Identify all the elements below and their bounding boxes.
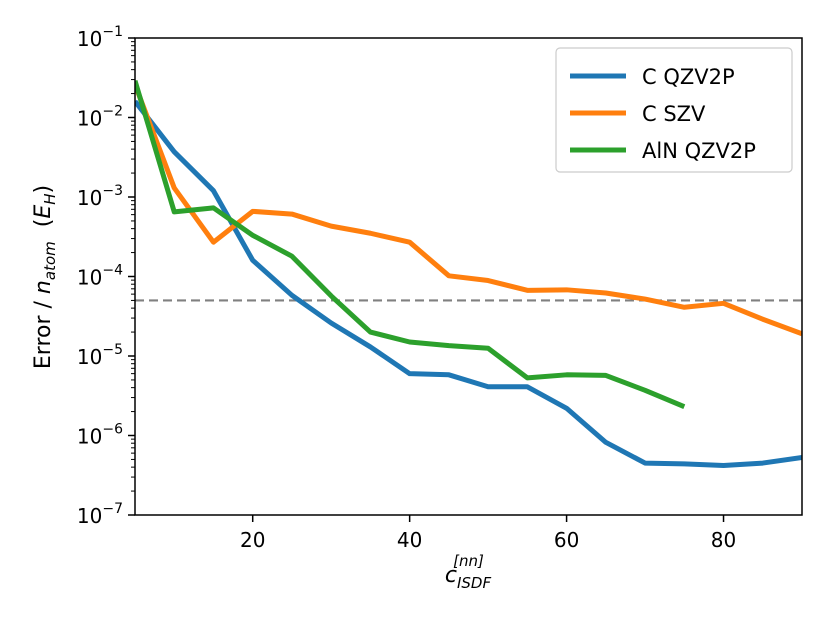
x-tick-label: 60 <box>554 528 579 552</box>
y-tick-label: 10−7 <box>77 501 123 528</box>
x-tick-label: 20 <box>240 528 265 552</box>
series-line-0 <box>135 99 802 468</box>
y-tick-label: 10−3 <box>77 183 123 210</box>
legend-box <box>555 47 793 173</box>
series-line-2 <box>135 80 686 410</box>
y-tick-label: 10−6 <box>77 422 123 449</box>
legend-label-2: AlN QZV2P <box>642 139 756 163</box>
x-tick-label: 40 <box>397 528 422 552</box>
x-axis: 20 40 60 80 <box>240 515 736 552</box>
y-axis: 10−7 10−6 10−5 10−4 10−3 10−2 10−1 <box>77 24 135 528</box>
y-tick-label: 10−2 <box>77 104 123 131</box>
legend-label-1: C SZV <box>642 102 706 126</box>
y-axis-label: Error / natom (EH) <box>31 185 59 369</box>
y-tick-label: 10−1 <box>77 24 123 51</box>
series-layer <box>135 80 802 468</box>
y-tick-label: 10−4 <box>77 263 123 290</box>
x-tick-label: 80 <box>711 528 736 552</box>
legend-label-0: C QZV2P <box>642 65 735 89</box>
legend: C QZV2P C SZV AlN QZV2P <box>555 47 793 173</box>
y-tick-label: 10−5 <box>77 342 123 369</box>
series-line-1 <box>135 83 802 337</box>
x-axis-label: cISDF[nn] <box>445 552 492 592</box>
